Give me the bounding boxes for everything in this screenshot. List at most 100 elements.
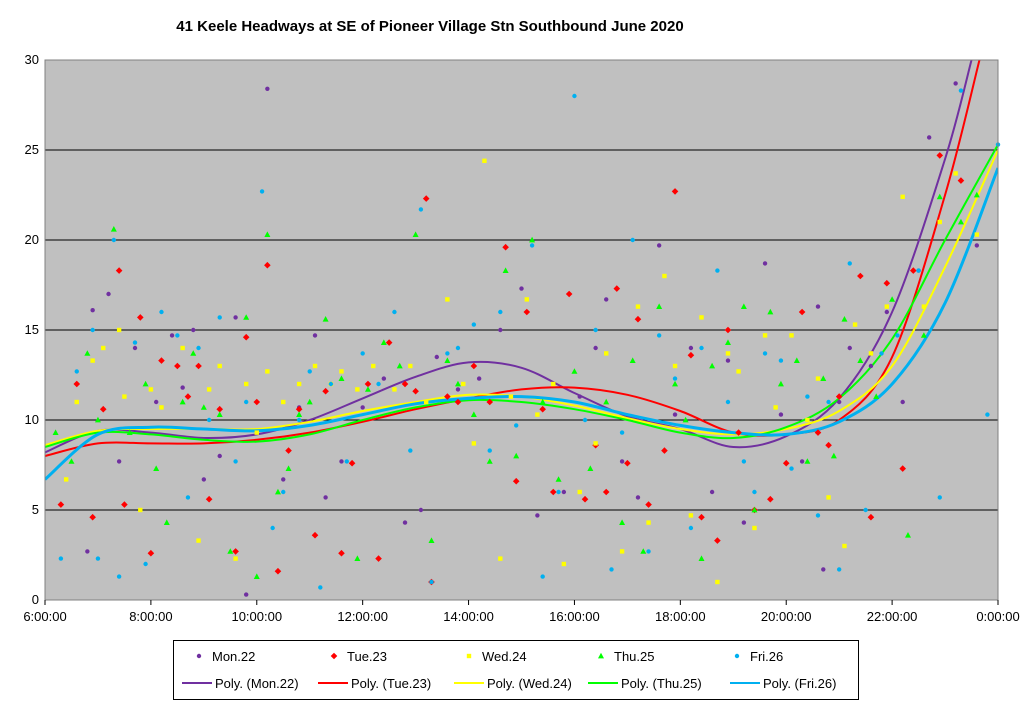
data-point-mon-22	[360, 405, 365, 410]
data-point-fri-26	[593, 327, 598, 333]
data-point-fri-26	[318, 585, 323, 590]
data-point-fri-26	[455, 345, 461, 351]
data-point-wed-24	[773, 405, 778, 410]
data-point-mon-22	[233, 315, 238, 320]
data-point-wed-24	[974, 232, 980, 237]
data-point-fri-26	[630, 237, 635, 243]
data-point-wed-24	[498, 556, 503, 561]
data-point-fri-26	[408, 448, 413, 453]
legend-marker	[598, 652, 604, 659]
data-point-fri-26	[725, 399, 731, 405]
data-point-thu-25	[777, 380, 784, 387]
legend-label: Thu.25	[614, 648, 655, 664]
data-point-mon-22	[201, 477, 207, 482]
legend-label: Mon.22	[212, 648, 256, 664]
data-point-mon-22	[577, 394, 582, 399]
data-point-wed-24	[953, 171, 958, 176]
data-point-thu-25	[804, 458, 811, 464]
data-point-thu-25	[571, 368, 578, 374]
data-point-wed-24	[392, 387, 397, 392]
data-point-thu-25	[454, 380, 461, 387]
data-point-wed-24	[852, 322, 858, 327]
data-point-fri-26	[609, 567, 614, 572]
legend-marker-shape	[466, 653, 472, 659]
data-point-mon-22	[180, 385, 185, 390]
data-point-tue-23	[825, 441, 832, 449]
legend-label: Poly. (Fri.26)	[763, 675, 837, 691]
data-point-tue-23	[57, 501, 65, 508]
data-point-fri-26	[281, 489, 286, 495]
data-point-wed-24	[868, 351, 874, 356]
data-point-tue-23	[714, 537, 721, 544]
data-point-tue-23	[735, 429, 742, 436]
data-point-fri-26	[360, 351, 365, 356]
data-point-tue-23	[613, 285, 621, 292]
legend-label: Poly. (Mon.22)	[215, 675, 299, 691]
chart-title: 41 Keele Headways at SE of Pioneer Villa…	[176, 18, 684, 35]
data-point-wed-24	[688, 513, 694, 518]
data-point-wed-24	[551, 381, 556, 387]
legend-item-mon-22: Mon.22	[192, 645, 255, 667]
data-point-thu-25	[751, 506, 758, 513]
legend-line-swatch	[318, 682, 348, 684]
data-point-tue-23	[274, 567, 282, 575]
data-point-tue-23	[814, 429, 822, 436]
data-point-fri-26	[529, 243, 535, 248]
data-point-fri-26	[206, 417, 212, 423]
data-point-fri-26	[445, 351, 450, 356]
data-point-thu-25	[153, 465, 160, 471]
data-point-wed-24	[233, 556, 238, 561]
data-point-fri-26	[392, 309, 397, 315]
data-point-mon-22	[323, 495, 328, 500]
data-point-wed-24	[371, 363, 376, 369]
legend-label: Fri.26	[750, 648, 784, 664]
data-point-fri-26	[672, 376, 678, 381]
data-point-mon-22	[604, 297, 609, 302]
x-tick-label: 22:00:00	[867, 609, 918, 624]
data-point-tue-23	[295, 405, 303, 413]
data-point-mon-22	[821, 567, 826, 572]
data-point-tue-23	[782, 459, 790, 467]
data-point-mon-22	[762, 261, 768, 266]
data-point-thu-25	[724, 339, 731, 345]
data-point-fri-26	[233, 459, 238, 464]
data-point-thu-25	[957, 218, 964, 225]
data-point-fri-26	[217, 315, 222, 320]
data-point-mon-22	[778, 412, 784, 417]
data-point-mon-22	[709, 489, 715, 495]
data-point-tue-23	[549, 488, 557, 496]
data-point-thu-25	[820, 375, 827, 381]
data-point-fri-26	[175, 333, 180, 338]
data-point-wed-24	[101, 345, 106, 351]
data-point-wed-24	[74, 399, 79, 405]
y-tick-label: 15	[25, 322, 39, 337]
data-point-mon-22	[217, 453, 222, 459]
data-point-thu-25	[682, 416, 689, 423]
data-point-fri-26	[895, 333, 900, 338]
data-point-thu-25	[603, 398, 610, 405]
data-point-thu-25	[354, 555, 361, 561]
data-point-fri-26	[778, 358, 784, 363]
data-point-wed-24	[725, 351, 731, 356]
data-point-tue-23	[184, 393, 192, 400]
data-point-wed-24	[593, 441, 598, 446]
data-point-thu-25	[767, 308, 774, 315]
data-point-tue-23	[936, 152, 944, 159]
data-point-tue-23	[147, 549, 155, 557]
x-tick-label: 8:00:00	[129, 609, 172, 624]
data-point-tue-23	[422, 195, 430, 202]
data-point-wed-24	[445, 297, 450, 302]
data-point-wed-24	[762, 333, 768, 338]
data-point-thu-25	[502, 267, 509, 273]
data-point-thu-25	[830, 452, 837, 459]
data-point-wed-24	[63, 477, 69, 482]
data-point-tue-23	[121, 501, 128, 508]
data-point-mon-22	[974, 243, 980, 248]
data-point-fri-26	[646, 549, 651, 554]
data-point-wed-24	[461, 381, 466, 387]
data-point-fri-26	[847, 261, 852, 266]
data-point-fri-26	[916, 268, 921, 273]
data-point-tue-23	[899, 465, 906, 472]
data-point-mon-22	[455, 387, 461, 392]
y-tick-label: 5	[32, 502, 39, 517]
